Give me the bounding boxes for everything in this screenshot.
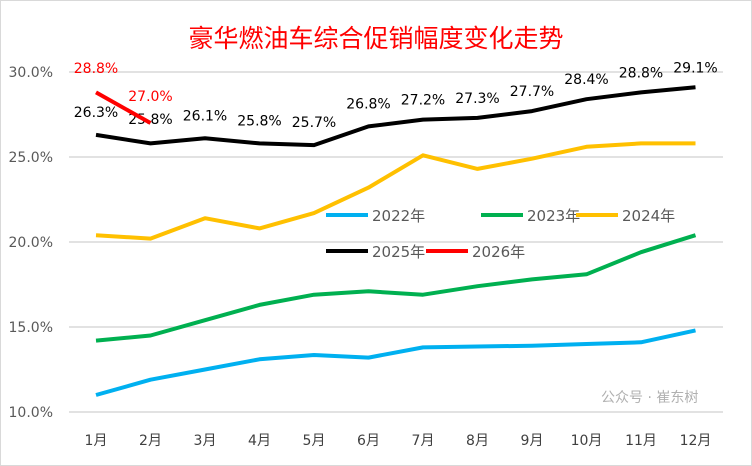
y-tick-label: 20.0% [9, 235, 53, 251]
data-label: 27.2% [401, 93, 445, 109]
x-tick-label: 11月 [625, 433, 657, 449]
y-tick-label: 25.0% [9, 150, 53, 166]
data-label: 25.8% [237, 113, 281, 129]
data-label: 28.4% [564, 72, 608, 88]
x-tick-label: 5月 [303, 433, 326, 449]
y-tick-label: 10.0% [9, 405, 53, 421]
data-label: 26.1% [183, 108, 227, 124]
watermark: 公众号 · 崔东树 [601, 390, 698, 406]
series-line-2025年 [95, 85, 696, 148]
data-label: 27.3% [455, 91, 499, 107]
x-tick-label: 1月 [85, 433, 108, 449]
x-tick-label: 8月 [466, 433, 489, 449]
data-label: 26.3% [74, 105, 118, 121]
data-label: 26.8% [346, 96, 390, 112]
series-line-2026年 [95, 90, 152, 125]
legend-label: 2022年 [372, 207, 425, 225]
x-tick-label: 4月 [248, 433, 271, 449]
x-tick-label: 3月 [194, 433, 217, 449]
series-line-2023年 [95, 233, 697, 343]
x-tick-label: 6月 [357, 433, 380, 449]
series-line-2024年 [95, 141, 696, 241]
legend-label: 2023年 [527, 207, 580, 225]
data-label: 27.0% [128, 89, 172, 105]
y-tick-label: 15.0% [9, 320, 53, 336]
data-label: 28.8% [619, 65, 663, 81]
data-label: 28.8% [74, 61, 118, 77]
x-tick-label: 10月 [571, 433, 603, 449]
y-tick-label: 30.0% [9, 65, 53, 81]
x-tick-label: 9月 [521, 433, 544, 449]
data-label: 25.7% [292, 115, 336, 131]
x-tick-label: 12月 [680, 433, 712, 449]
chart-title: 豪华燃油车综合促销幅度变化走势 [188, 24, 563, 53]
x-tick-label: 7月 [412, 433, 435, 449]
data-label: 27.7% [510, 84, 554, 100]
legend-label: 2025年 [372, 243, 425, 261]
legend-label: 2024年 [622, 207, 675, 225]
x-tick-label: 2月 [139, 433, 162, 449]
series-line-2022年 [95, 328, 696, 397]
legend-label: 2026年 [472, 243, 525, 261]
data-label: 29.1% [673, 60, 717, 76]
